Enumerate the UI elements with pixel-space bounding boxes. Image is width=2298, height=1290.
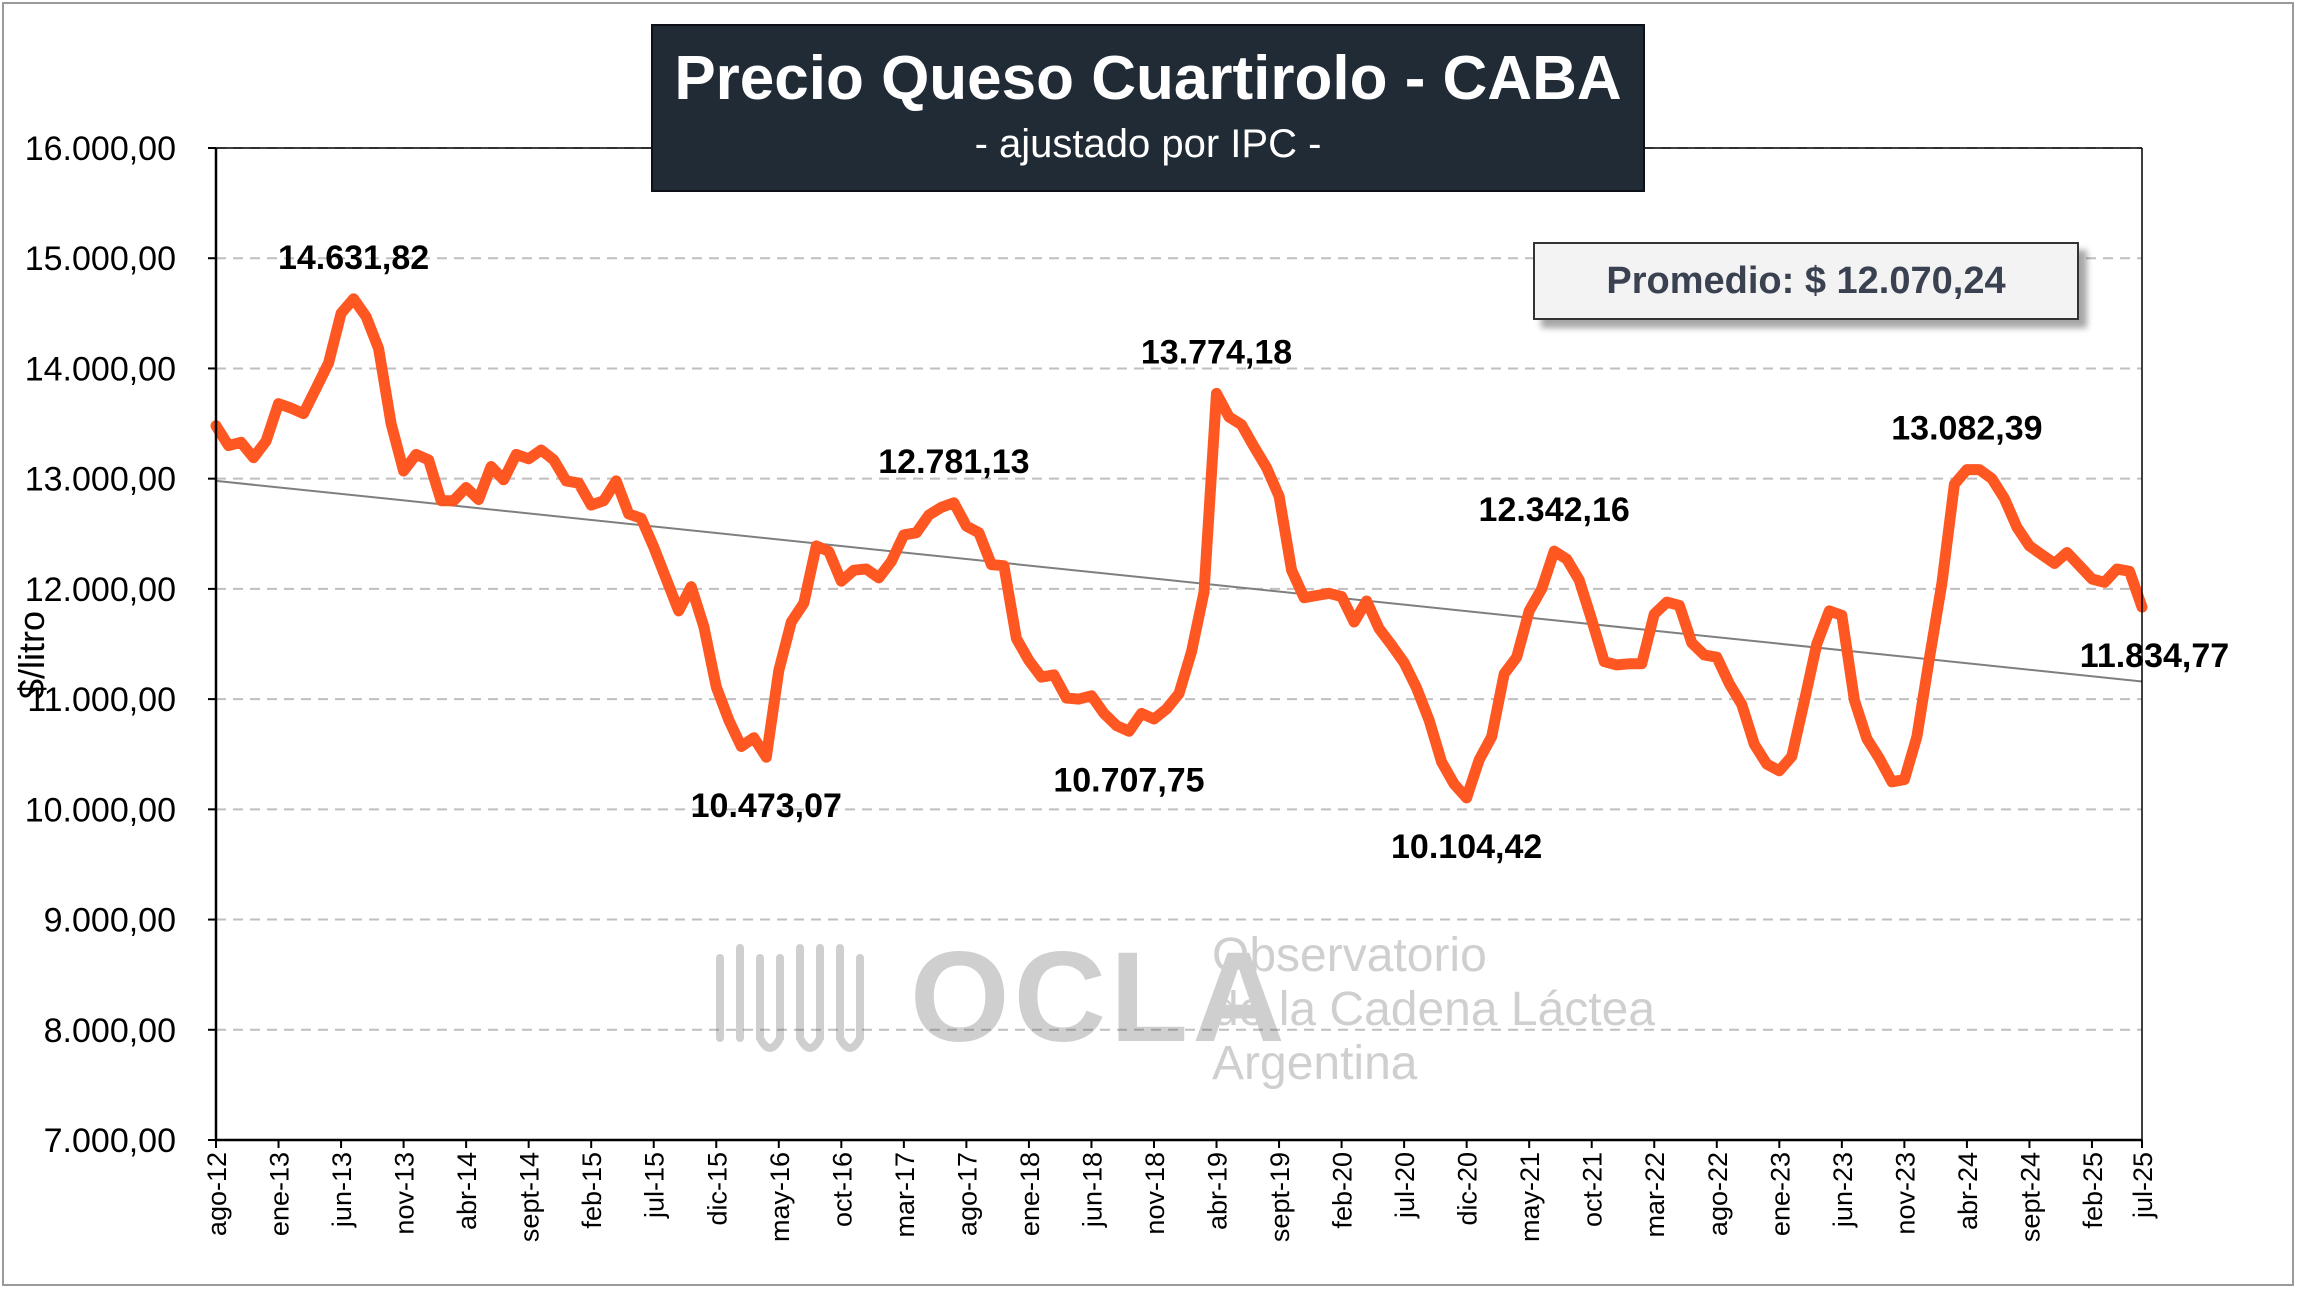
y-tick-label: 13.000,00 xyxy=(25,461,176,499)
y-tick-label: 7.000,00 xyxy=(44,1122,176,1160)
x-tick-label: nov-13 xyxy=(390,1152,420,1235)
y-tick-label: 15.000,00 xyxy=(25,240,176,278)
x-tick-label: mar-17 xyxy=(890,1152,920,1238)
x-tick-label: feb-25 xyxy=(2078,1152,2108,1229)
x-tick-label: mar-22 xyxy=(1640,1152,1670,1238)
ocla-line-2: de la Cadena Láctea xyxy=(1212,983,1656,1036)
x-tick-label: abr-24 xyxy=(1953,1152,1983,1230)
x-tick-label: feb-20 xyxy=(1328,1152,1358,1229)
ocla-wordmark: OCLA xyxy=(910,926,1289,1069)
y-axis-label: $/litro xyxy=(11,611,52,699)
x-tick-label: may-21 xyxy=(1515,1152,1545,1242)
x-tick-label: ene-23 xyxy=(1765,1152,1795,1236)
data-label: 10.473,07 xyxy=(691,787,842,825)
x-tick-label: may-16 xyxy=(765,1152,795,1242)
x-tick-label: ago-17 xyxy=(952,1152,982,1236)
data-label: 12.781,13 xyxy=(878,443,1029,481)
x-tick-label: jun-18 xyxy=(1077,1152,1107,1228)
ocla-logo-waves-icon xyxy=(716,944,864,1052)
trend-layer xyxy=(215,479,2143,683)
ocla-line-3: Argentina xyxy=(1212,1037,1418,1090)
x-tick-label: jun-13 xyxy=(327,1152,357,1228)
x-tick-label: dic-20 xyxy=(1453,1152,1483,1226)
data-label: 13.774,18 xyxy=(1141,333,1292,371)
trend-line xyxy=(215,479,2143,683)
y-tick-label: 8.000,00 xyxy=(44,1012,176,1050)
y-tick-label: 11.000,00 xyxy=(27,681,176,719)
x-tick-label: ago-12 xyxy=(202,1152,232,1236)
y-tick-label: 9.000,00 xyxy=(44,902,176,940)
data-label: 11.834,77 xyxy=(2080,637,2229,675)
x-tick-label: nov-23 xyxy=(1890,1152,1920,1235)
data-label: 10.707,75 xyxy=(1053,761,1204,799)
x-tick-label: jul-25 xyxy=(2128,1152,2158,1219)
annotation-layer: 14.631,82 10.473,07 12.781,13 10.707,75 13.7… xyxy=(278,239,2229,866)
x-tick-label: ago-22 xyxy=(1703,1152,1733,1236)
x-tick-label: ene-13 xyxy=(265,1152,295,1236)
y-tick-label: 16.000,00 xyxy=(25,130,176,168)
y-tick-label: 10.000,00 xyxy=(25,791,176,829)
x-tick-label: abr-14 xyxy=(452,1152,482,1230)
average-box: Promedio: $ 12.070,24 xyxy=(1533,242,2079,320)
x-tick-label: nov-18 xyxy=(1140,1152,1170,1235)
x-tick-label: oct-21 xyxy=(1578,1152,1608,1227)
data-label: 14.631,82 xyxy=(278,239,429,277)
ocla-line-1: Observatorio xyxy=(1212,929,1487,982)
x-tick-label: feb-15 xyxy=(577,1152,607,1229)
x-tick-label: ene-18 xyxy=(1015,1152,1045,1236)
data-label: 13.082,39 xyxy=(1891,410,2042,448)
x-tick-label: abr-19 xyxy=(1203,1152,1233,1230)
axis-layer: 7.000,00 8.000,00 9.000,00 10.000,00 11.000,… xyxy=(25,130,2158,1242)
x-tick-label: oct-16 xyxy=(827,1152,857,1227)
chart-title: Precio Queso Cuartirolo - CABA xyxy=(674,44,1622,113)
series-layer xyxy=(210,293,2148,804)
x-tick-label: jun-23 xyxy=(1828,1152,1858,1228)
price-series-line xyxy=(210,293,2148,804)
x-tick-label: sept-19 xyxy=(1265,1152,1295,1242)
x-tick-label: sept-24 xyxy=(2015,1152,2045,1242)
x-tick-label: jul-15 xyxy=(640,1152,670,1219)
chart-subtitle: - ajustado por IPC - xyxy=(974,122,1322,166)
data-label: 10.104,42 xyxy=(1391,828,1542,866)
x-tick-label: jul-20 xyxy=(1390,1152,1420,1219)
data-label: 12.342,16 xyxy=(1479,491,1630,529)
y-tick-label: 14.000,00 xyxy=(25,350,176,388)
x-tick-label: dic-15 xyxy=(702,1152,732,1226)
y-tick-label: 12.000,00 xyxy=(25,571,176,609)
ocla-watermark: OCLA Observatorio de la Cadena Láctea Ar… xyxy=(710,926,1655,1110)
chart-title-box: Precio Queso Cuartirolo - CABA - ajustad… xyxy=(651,24,1645,192)
x-tick-label: sept-14 xyxy=(515,1152,545,1242)
